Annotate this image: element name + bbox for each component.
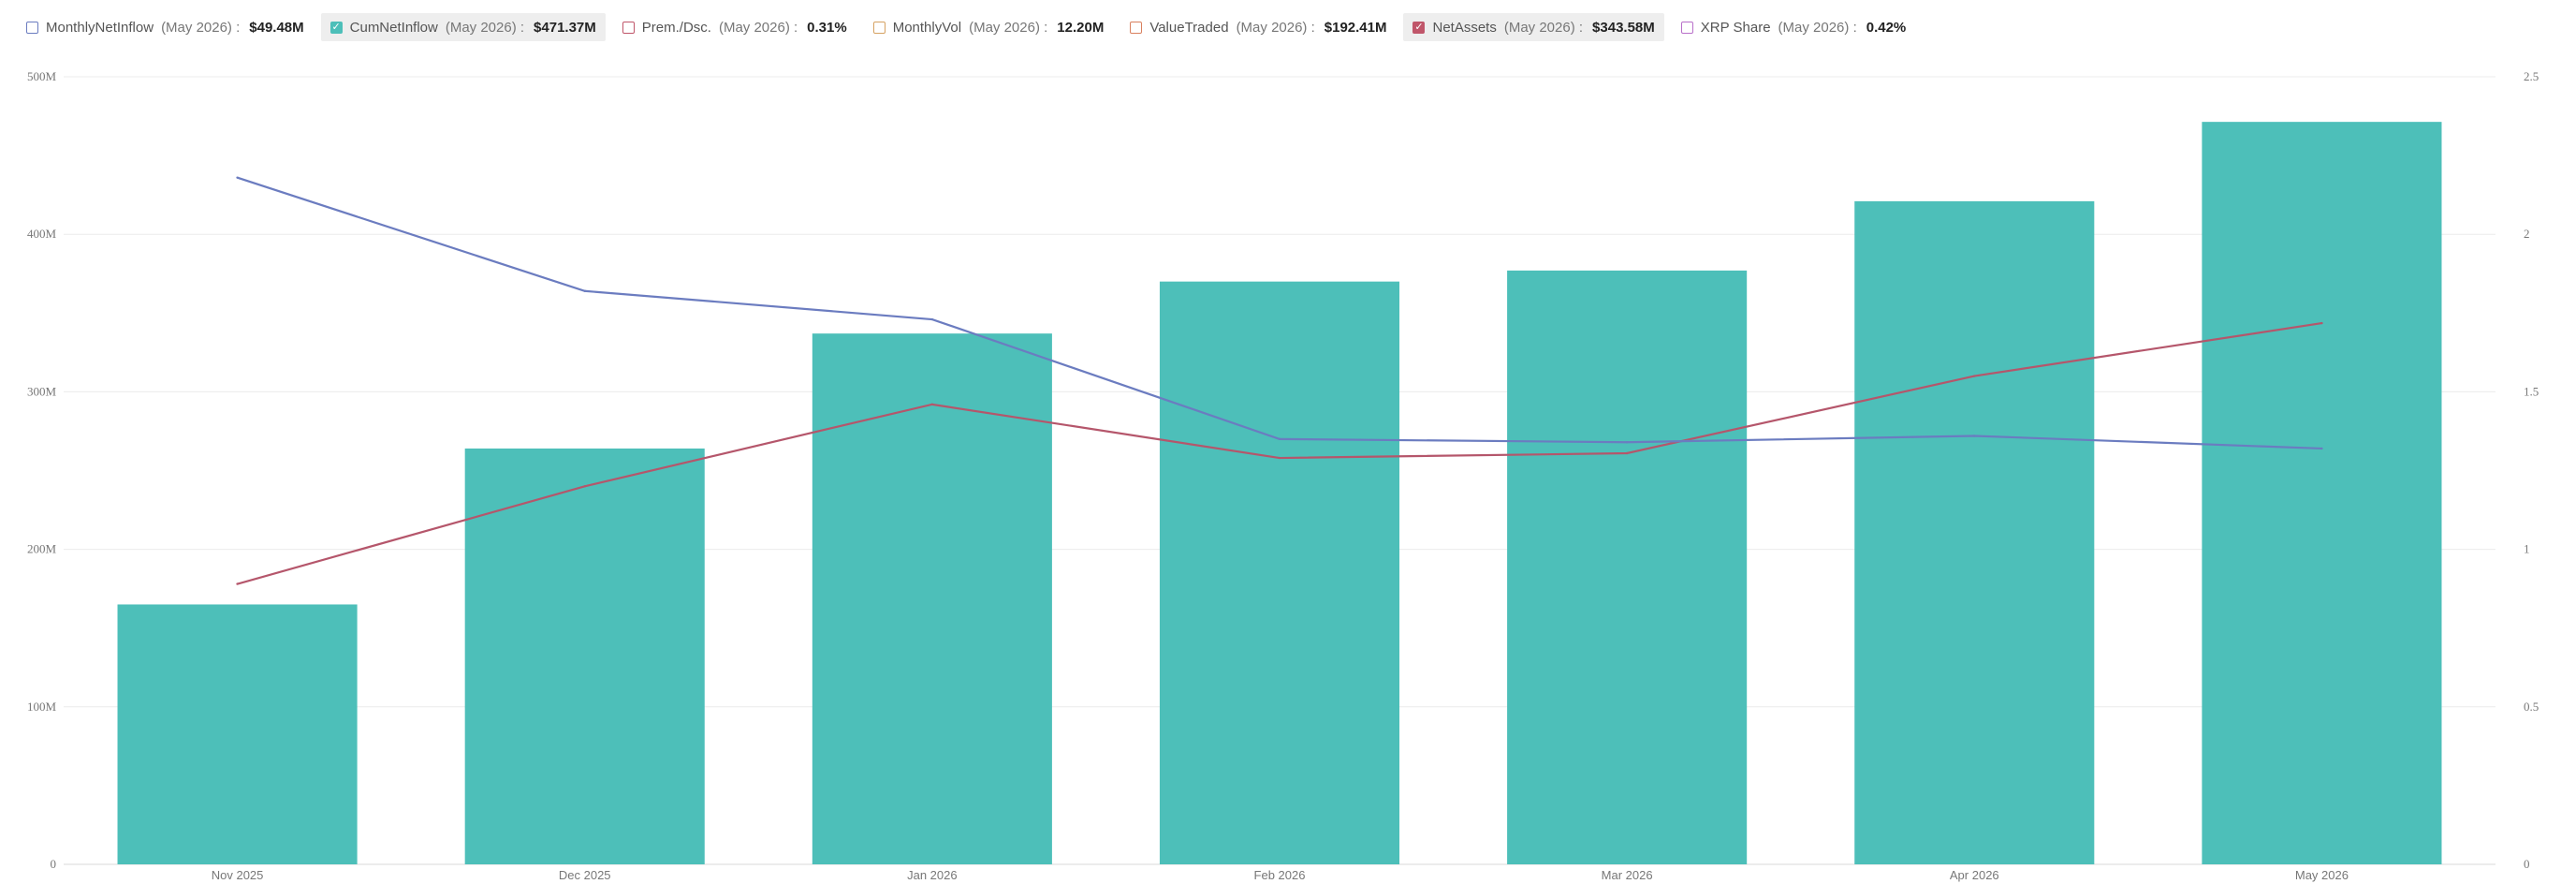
legend-label: NetAssets: [1432, 19, 1497, 36]
legend-item-monthlynetinflow[interactable]: MonthlyNetInflow (May 2026) : $49.48M: [17, 13, 314, 41]
legend-period: (May 2026) :: [161, 19, 241, 36]
y-right-tick-label: 2: [2524, 227, 2530, 241]
checkbox-empty-icon[interactable]: [872, 21, 886, 34]
checkbox-empty-icon[interactable]: [26, 21, 38, 34]
y-left-tick-label: 300M: [27, 384, 57, 398]
y-left-tick-label: 100M: [27, 700, 57, 714]
checkbox-checked-icon[interactable]: ✓: [329, 21, 343, 34]
y-left-tick-label: 200M: [27, 542, 57, 556]
line-point: [930, 317, 934, 321]
legend-value: $49.48M: [249, 19, 304, 36]
legend-item-xrp-share[interactable]: XRP Share (May 2026) : 0.42%: [1672, 13, 1916, 41]
legend-period: (May 2026) :: [1503, 19, 1584, 36]
chart-legend: MonthlyNetInflow (May 2026) : $49.48M ✓ Cum…: [17, 13, 1923, 41]
legend-period: (May 2026) :: [969, 19, 1048, 36]
x-tick-label: Apr 2026: [1950, 868, 1999, 882]
x-tick-label: May 2026: [2295, 868, 2349, 882]
y-left-tick-label: 500M: [27, 69, 57, 83]
line-point: [1625, 451, 1629, 455]
legend-period: (May 2026) :: [1778, 19, 1857, 36]
line-point: [1973, 375, 1976, 377]
legend-item-prem-dsc[interactable]: Prem./Dsc. (May 2026) : 0.31%: [613, 13, 856, 41]
legend-value: 12.20M: [1057, 19, 1105, 36]
legend-period: (May 2026) :: [718, 19, 798, 36]
x-tick-label: Dec 2025: [559, 868, 611, 882]
x-tick-label: Mar 2026: [1602, 868, 1653, 882]
line-series: [236, 176, 2323, 585]
y-left-tick-label: 400M: [27, 227, 57, 241]
bar-series: [117, 122, 2442, 865]
line-point: [930, 403, 934, 406]
legend-label: MonthlyVol: [892, 19, 962, 36]
legend-item-monthlyvol[interactable]: MonthlyVol (May 2026) : 12.20M: [864, 13, 1114, 41]
line-point: [1278, 456, 1281, 460]
line-point: [2320, 447, 2323, 450]
y-right-tick-label: 1: [2524, 542, 2530, 556]
checkbox-checked-icon[interactable]: ✓: [1412, 21, 1426, 34]
legend-label: XRP Share: [1700, 19, 1771, 36]
legend-value: 0.42%: [1866, 19, 1907, 36]
y-right-tick-label: 0.5: [2524, 700, 2539, 714]
legend-label: Prem./Dsc.: [641, 19, 711, 36]
bar-cumnetinflow: [1159, 281, 1400, 864]
legend-period: (May 2026) :: [1236, 19, 1315, 36]
legend-value: 0.31%: [807, 19, 847, 36]
line-point: [236, 176, 239, 179]
legend-label: CumNetInflow: [349, 19, 438, 36]
legend-label: MonthlyNetInflow: [46, 19, 154, 36]
x-tick-label: Jan 2026: [907, 868, 958, 882]
bar-cumnetinflow: [1854, 200, 2095, 865]
bar-cumnetinflow: [812, 333, 1052, 864]
checkbox-empty-icon[interactable]: [622, 21, 635, 34]
y-right-tick-label: 2.5: [2524, 69, 2539, 83]
y-right-tick-label: 1.5: [2524, 384, 2539, 398]
legend-label: ValueTraded: [1149, 19, 1229, 36]
line-point: [236, 582, 239, 585]
axes: 0 100M 200M 300M 400M 500M 0 0.5 1 1.5 2 2.5 Nov 202…: [27, 69, 2539, 882]
checkbox-empty-icon[interactable]: [1680, 21, 1693, 34]
bar-cumnetinflow: [464, 448, 705, 864]
legend-item-cumnetinflow[interactable]: ✓ CumNetInflow (May 2026) : $471.37M: [320, 13, 606, 41]
x-tick-label: Nov 2025: [212, 868, 264, 882]
y-left-tick-label: 0: [51, 857, 57, 871]
y-right-tick-label: 0: [2524, 857, 2530, 871]
bar-cumnetinflow: [117, 604, 358, 864]
legend-item-netassets[interactable]: ✓ NetAssets (May 2026) : $343.58M: [1403, 13, 1664, 41]
line-point: [1973, 435, 1976, 437]
bar-cumnetinflow: [2202, 122, 2442, 865]
line-point: [1278, 437, 1281, 441]
line-point: [583, 289, 586, 292]
legend-period: (May 2026) :: [445, 19, 525, 36]
x-tick-label: Feb 2026: [1254, 868, 1306, 882]
line-point: [1625, 441, 1629, 444]
legend-value: $192.41M: [1324, 19, 1387, 36]
bar-cumnetinflow: [1507, 270, 1748, 864]
line-point: [2320, 321, 2323, 325]
checkbox-empty-icon[interactable]: [1130, 21, 1143, 34]
line-point: [583, 485, 586, 488]
legend-value: $343.58M: [1592, 19, 1655, 36]
legend-value: $471.37M: [534, 19, 596, 36]
legend-item-valuetraded[interactable]: ValueTraded (May 2026) : $192.41M: [1120, 13, 1396, 41]
